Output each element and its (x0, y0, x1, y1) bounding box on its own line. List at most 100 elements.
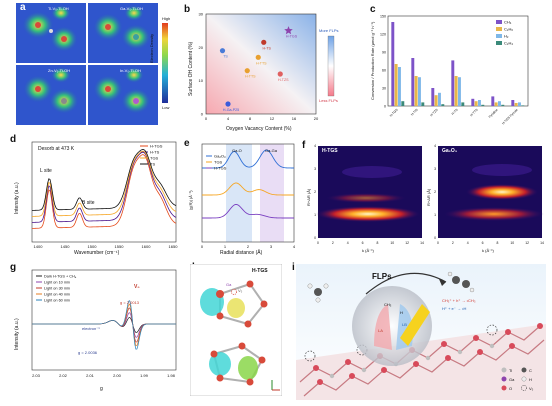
category-label-c: H-TS (451, 108, 459, 116)
tile-label-1: Ti-V₀-Ti-OH (48, 6, 69, 11)
xtick-g: 1.98 (167, 373, 176, 378)
band-label-ga-ga: Ga-Ga (265, 148, 278, 153)
ytick-c: 30 (382, 87, 386, 91)
point-b (225, 101, 231, 107)
ytick-b: 20 (199, 45, 204, 50)
bar-c (474, 101, 478, 106)
series-line-d (31, 149, 177, 211)
la-label: LA (378, 328, 383, 333)
ytick-c: 150 (380, 15, 386, 19)
colorbar (162, 23, 168, 103)
legend-label-e: H-TGS (214, 166, 227, 171)
panel-letter-a: a (20, 2, 26, 13)
panel-e: 0 1 2 3 4 Ga₂O₃ TGS H-TGS Ga-O Ga-Ga Radial dis… (186, 140, 298, 256)
series-line-e (202, 182, 294, 196)
category-label-c: Pyridine (488, 108, 499, 119)
bar-c (478, 100, 481, 106)
point-label-b: H-TS (263, 46, 272, 50)
point-b (244, 68, 250, 74)
xtick-f: 12 (405, 241, 409, 245)
xtick-g: 2.01 (86, 373, 95, 378)
bar-c (441, 104, 445, 106)
density-tile-4 (88, 65, 158, 125)
point-label-b: H-TTS (256, 61, 267, 65)
bar-c (421, 102, 425, 106)
ylabel-f-right: R+ΔR (Å) (426, 188, 431, 206)
category-label-c: H-TGS Pyrrole (501, 108, 519, 126)
xtick-b: 12 (270, 116, 275, 121)
wavelet-map-ga2o3 (438, 146, 544, 238)
title-d: Desorb at 473 K (38, 146, 75, 152)
tile-label-2: Ga-V₀-Ti-OH (120, 6, 143, 11)
ytick-f: 4 (434, 144, 436, 148)
xtick-e: 0 (201, 244, 204, 249)
key-c: C (529, 368, 532, 373)
annot-l-site: L site (40, 168, 52, 174)
title-f-right: Ga₂O₃ (442, 148, 458, 154)
series-line-e (202, 203, 294, 219)
legend-label-c: H₂ (504, 34, 509, 39)
tile-label-4: In-V₀-Ti-OH (120, 68, 141, 73)
legend-label-g: Light on 60 min (44, 299, 70, 303)
structure-bottom (209, 342, 266, 386)
title-h: H-TGS (252, 268, 268, 274)
colorbar-title: Electron Density (149, 33, 154, 63)
bar-c (414, 76, 418, 106)
ytick-f: 0 (314, 236, 316, 240)
plot-area-g (31, 269, 177, 371)
h-label: H (400, 310, 403, 315)
bar-c (438, 92, 441, 106)
ethane-molecule (447, 271, 475, 293)
ytick-c: 60 (382, 69, 386, 73)
density-tile-2 (88, 3, 158, 63)
xtick-d: 1600 (142, 244, 152, 249)
xtick-d: 1400 (34, 244, 44, 249)
wavelet-map-h-tgs (316, 146, 422, 238)
legend-label-e: Ga₂O₃ (214, 154, 226, 159)
xlabel-f-left: k (Å⁻¹) (362, 248, 374, 253)
ytick-b: 30 (199, 12, 204, 17)
ytick-c: 0 (384, 105, 386, 109)
xtick-g: 1.99 (140, 373, 149, 378)
legend-key-i (501, 367, 527, 391)
xtick-f: 0 (317, 241, 319, 245)
annot-vo: V₀ (134, 284, 140, 290)
legend-label-g: Light on 40 min (44, 293, 70, 297)
colorbar-high: High (162, 16, 171, 21)
legend-label-g: Light on 10 min (44, 281, 70, 285)
xtick-b: 16 (292, 116, 297, 121)
point-b (219, 48, 226, 54)
ytick-f: 2 (434, 190, 436, 194)
bar-c (494, 102, 498, 106)
series-line-g (32, 312, 176, 338)
xtick-e: 4 (293, 244, 296, 249)
legend-label-d: H-TS (150, 150, 160, 155)
bar-c (418, 77, 421, 106)
ytick-f: 4 (314, 144, 316, 148)
series-line-d (31, 154, 177, 229)
atom-label-vo: V₀ (238, 288, 243, 293)
bar-c (481, 104, 485, 106)
xlabel-g: g (100, 386, 103, 392)
ytick-b: 10 (199, 78, 204, 83)
bar-c (401, 101, 405, 106)
ylabel-c: Conversion / Production Rate (μmol g⁻¹ h… (370, 21, 375, 100)
panel-letter-e: e (184, 138, 190, 149)
ylabel-f-left: R+ΔR (Å) (306, 188, 311, 206)
series-line-g (32, 300, 176, 350)
methane-molecule (307, 283, 329, 303)
panel-letter-i: i (292, 262, 295, 273)
annot-g1: g = 2.0013 (120, 300, 140, 305)
xtick-d: 1450 (61, 244, 71, 249)
xtick-f: 6 (482, 241, 484, 245)
series-line-g (32, 303, 176, 346)
bar-c (461, 102, 465, 106)
xtick-f: 10 (390, 241, 394, 245)
legend-label-d: TS (150, 162, 155, 167)
legend-swatch-c (496, 27, 502, 31)
xtick-f: 14 (540, 241, 544, 245)
series-line-d (31, 151, 177, 223)
bar-c (458, 77, 461, 106)
xtick-b: 4 (227, 116, 230, 121)
band-label-ga-o: Ga-O (232, 148, 242, 153)
